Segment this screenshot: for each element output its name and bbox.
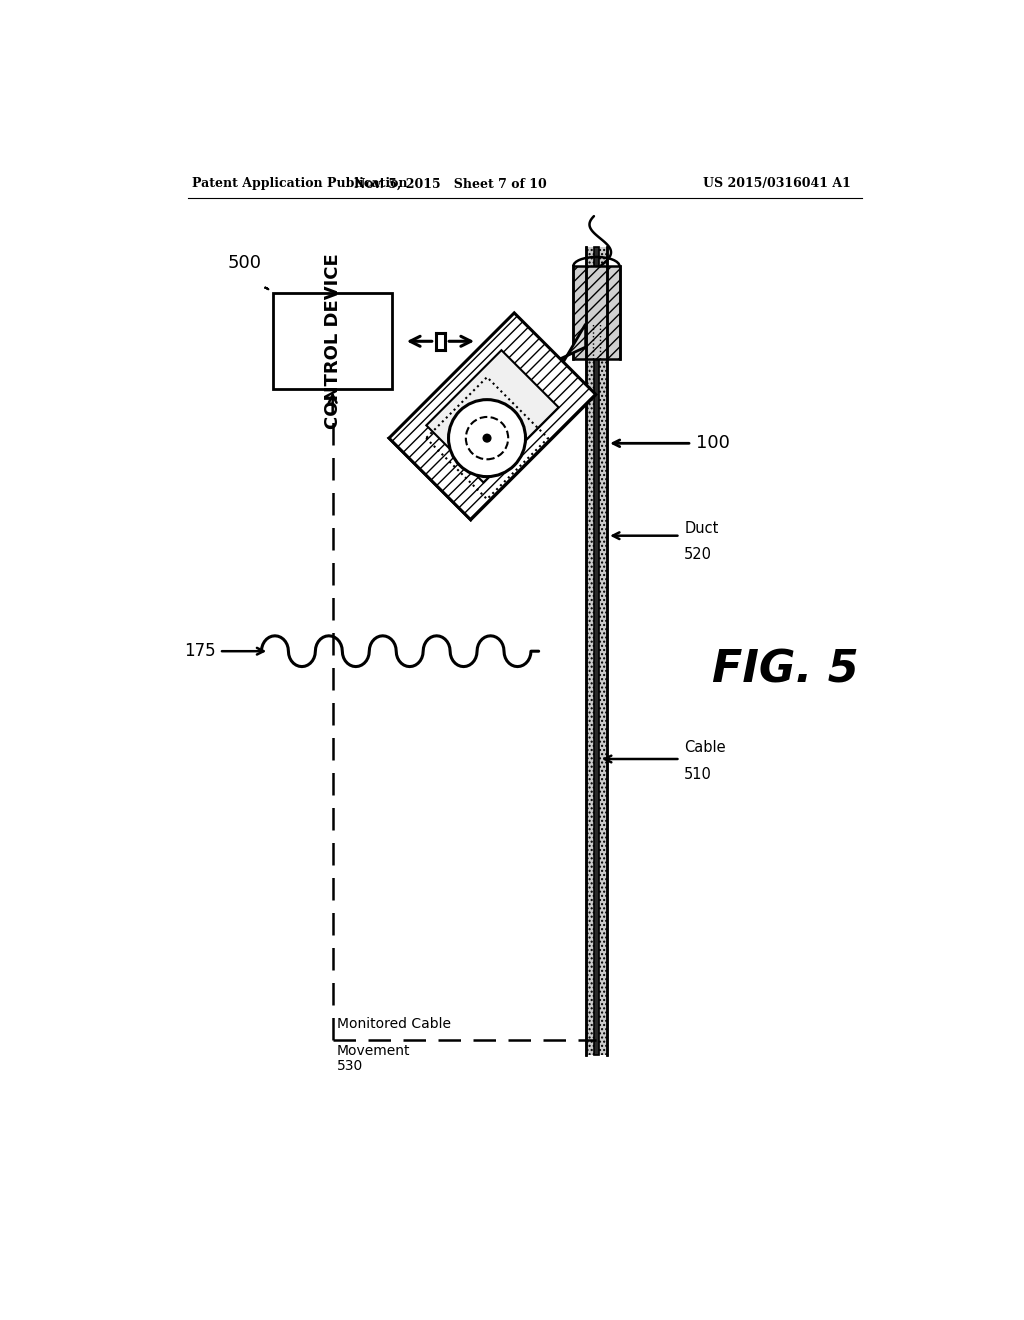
Text: Monitored Cable: Monitored Cable: [337, 1016, 451, 1031]
Text: Cable: Cable: [684, 741, 726, 755]
Polygon shape: [389, 313, 596, 520]
Text: US 2015/0316041 A1: US 2015/0316041 A1: [703, 177, 851, 190]
Text: CONTROL DEVICE: CONTROL DEVICE: [324, 253, 342, 429]
Text: Patent Application Publication: Patent Application Publication: [193, 177, 408, 190]
Text: 100: 100: [695, 434, 730, 453]
Text: 520: 520: [684, 548, 712, 562]
Text: 510: 510: [684, 767, 712, 781]
Text: 530: 530: [337, 1059, 362, 1073]
Text: Duct: Duct: [684, 520, 719, 536]
Circle shape: [483, 434, 490, 442]
Text: Nov. 5, 2015   Sheet 7 of 10: Nov. 5, 2015 Sheet 7 of 10: [353, 177, 547, 190]
Polygon shape: [389, 323, 586, 520]
Text: FIG. 5: FIG. 5: [712, 649, 859, 692]
Bar: [573, 267, 620, 359]
Bar: [273, 293, 392, 389]
Circle shape: [449, 400, 525, 477]
Bar: [573, 267, 620, 359]
Text: 175: 175: [183, 643, 215, 660]
Polygon shape: [426, 350, 559, 483]
Bar: [586, 247, 607, 1056]
Text: Movement: Movement: [337, 1044, 410, 1057]
Text: 500: 500: [227, 253, 261, 272]
Bar: [594, 247, 599, 1056]
